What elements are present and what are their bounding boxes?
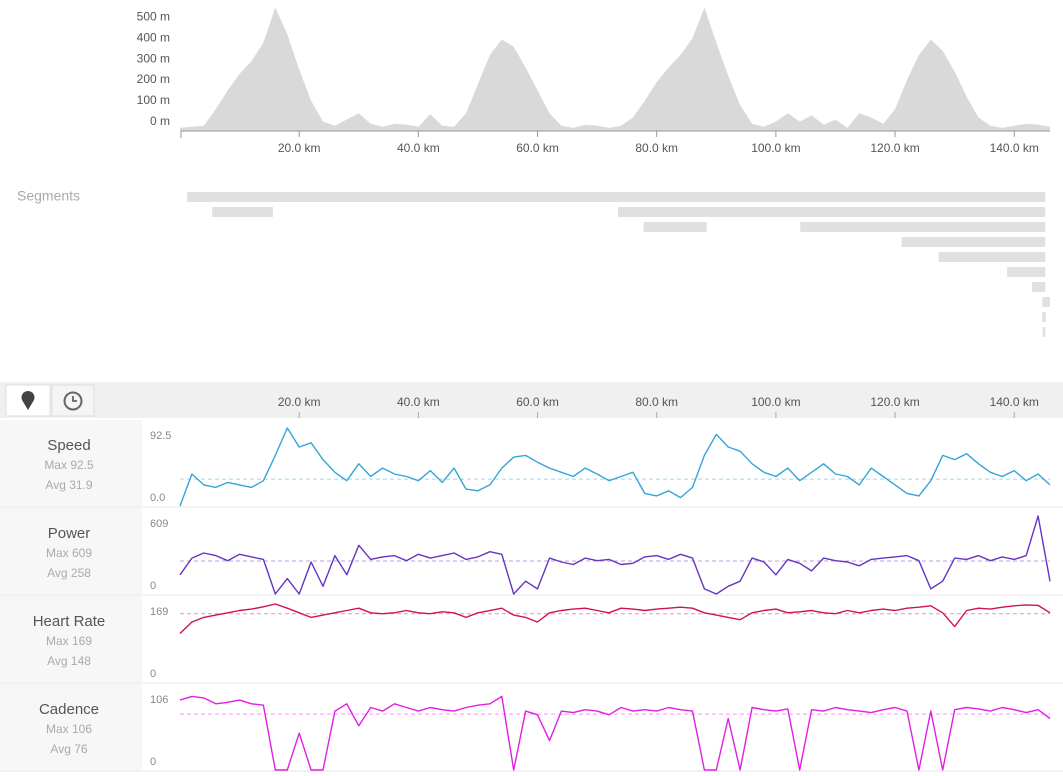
segment-bar [617,207,1046,217]
y-tick-label: 0 [150,668,156,680]
stream-line [179,427,1051,507]
stream-label-bg [0,596,142,682]
x-tick-label: 60.0 km [516,395,559,409]
avg-label: Avg [47,654,67,668]
y-tick-label: 500 m [137,10,170,24]
stream-name: Power [48,525,91,542]
y-tick-label: 609 [150,518,168,530]
x-tick-label: 100.0 km [751,141,800,155]
y-tick-label: 0 m [150,114,170,128]
segment-bar [938,252,1046,262]
stream-avg: Avg 31.9 [45,478,92,492]
stream-name: Cadence [39,701,99,718]
segment-bar [1007,267,1046,277]
avg-label: Avg [45,478,65,492]
stream-plot-bg [145,684,1052,770]
stream-max: Max 609 [46,546,92,560]
stream-max: Max 92.5 [44,458,94,472]
y-tick-label: 0.0 [150,492,165,504]
stream-max: Max 106 [46,722,92,736]
stream-plot-bg [145,596,1052,682]
stream-label-bg [0,420,142,506]
stream-toolbar [0,382,1063,418]
segment-bar [1042,312,1046,322]
max-value: 609 [72,546,92,560]
x-tick-label: 40.0 km [397,395,440,409]
x-tick-label: 40.0 km [397,141,440,155]
segment-bar [187,192,1046,202]
stream-name: Heart Rate [33,613,106,630]
y-tick-label: 92.5 [150,430,171,442]
segment-bar [1032,282,1046,292]
segment-bar [1042,297,1050,307]
x-tick-label: 20.0 km [278,141,321,155]
stream-plot-bg [145,508,1052,594]
stream-line [179,695,1051,771]
stream-avg: Avg 258 [47,566,91,580]
x-tick-label: 100.0 km [751,395,800,409]
x-tick-label: 140.0 km [990,395,1039,409]
x-tick-label: 60.0 km [516,141,559,155]
segment-bar [1042,327,1046,337]
max-label: Max [46,722,69,736]
x-tick-label: 120.0 km [870,141,919,155]
y-tick-label: 0 [150,580,156,592]
segment-bar [212,207,273,217]
avg-label: Avg [47,566,67,580]
x-tick-label: 80.0 km [635,141,678,155]
avg-value: 76 [74,742,88,756]
clock-icon [63,391,83,411]
avg-label: Avg [50,742,70,756]
x-tick-label: 20.0 km [278,395,321,409]
clock-hands [72,396,77,402]
max-value: 169 [72,634,92,648]
y-tick-label: 300 m [137,51,170,65]
stream-max: Max 169 [46,634,92,648]
y-tick-label: 100 m [137,93,170,107]
segments-title: Segments [17,188,80,204]
x-tick-label: 140.0 km [990,141,1039,155]
stream-plot-bg [145,420,1052,506]
stream-avg: Avg 76 [50,742,87,756]
y-tick-label: 200 m [137,72,170,86]
y-tick-label: 0 [150,756,156,768]
max-value: 92.5 [70,458,94,472]
segment-bar [800,222,1046,232]
marker-icon [21,391,35,410]
avg-value: 258 [71,566,91,580]
y-tick-label: 106 [150,694,168,706]
x-tick-label: 120.0 km [870,395,919,409]
stream-label-bg [0,684,142,770]
max-label: Max [46,634,69,648]
stream-label-bg [0,508,142,594]
stream-avg: Avg 148 [47,654,91,668]
max-value: 106 [72,722,92,736]
stream-name: Speed [47,437,90,454]
y-tick-label: 169 [150,606,168,618]
avg-value: 31.9 [69,478,93,492]
segment-bar [901,237,1046,247]
stream-line [179,603,1051,635]
avg-value: 148 [71,654,91,668]
y-tick-label: 400 m [137,30,170,44]
stream-line [179,515,1051,595]
max-label: Max [46,546,69,560]
segment-bar [643,222,707,232]
max-label: Max [44,458,67,472]
elevation-area [180,7,1050,131]
x-tick-label: 80.0 km [635,395,678,409]
